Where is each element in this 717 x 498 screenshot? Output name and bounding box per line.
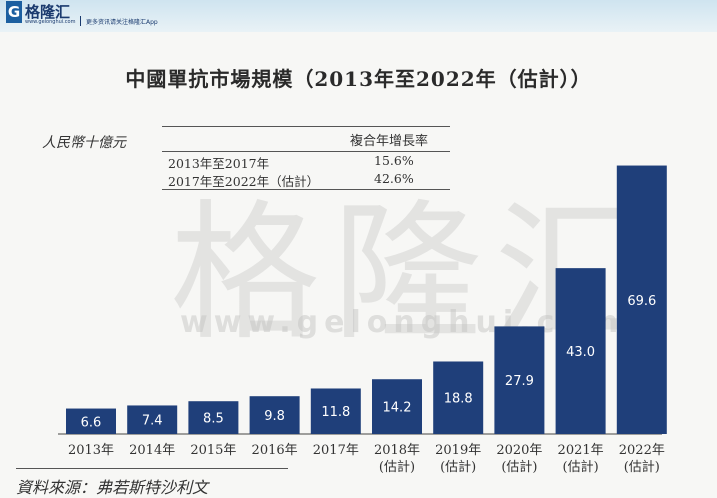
source-rule	[16, 468, 288, 469]
cagr-table-bottom-rule	[162, 189, 450, 190]
bar-value-label: 27.9	[505, 374, 534, 389]
x-tick-label: 2018年	[374, 443, 420, 458]
x-tick-sublabel: (估計)	[440, 459, 476, 475]
source-note: 資料來源：弗若斯特沙利文	[16, 478, 209, 497]
x-tick-label: 2016年	[252, 443, 298, 458]
bar-value-label: 69.6	[627, 294, 656, 309]
bar-value-label: 6.6	[81, 415, 102, 430]
x-tick-label: 2013年	[68, 443, 114, 458]
x-tick-label: 2021年	[558, 443, 604, 458]
bar-value-label: 11.8	[321, 405, 350, 420]
logo-tagline: 更多资讯请关注格隆汇App	[86, 19, 158, 26]
logo-icon: G	[6, 1, 22, 23]
bar	[66, 408, 116, 434]
logo-name: 格隆汇	[25, 3, 71, 21]
bar	[188, 401, 239, 434]
chart-title: 中國單抗市場規模（2013年至2022年（估計））	[125, 67, 592, 91]
bar-chart: 6.6 2013年 7.4 2014年 8.5 2015年 9.8 2016年 11.8 2017…	[58, 165, 667, 475]
cagr-row-value: 42.6%	[374, 171, 414, 186]
x-tick-sublabel: (估計)	[624, 459, 660, 475]
bar	[616, 165, 667, 435]
x-tick-sublabel: (估計)	[563, 459, 599, 475]
cagr-row-value: 15.6%	[374, 153, 414, 168]
x-tick-label: 2015年	[190, 443, 236, 458]
bar	[127, 405, 178, 434]
bar	[555, 268, 606, 434]
cagr-table: 複合年增長率 2013年至2017年 15.6% 2017年至2022年（估計）…	[162, 126, 450, 190]
x-tick-label: 2017年	[313, 443, 359, 458]
cagr-row-label: 2013年至2017年	[168, 156, 270, 171]
bar	[372, 379, 422, 434]
bar	[310, 388, 361, 434]
y-axis-unit: 人民幣十億元	[42, 135, 126, 151]
cagr-table-top-rule	[162, 126, 450, 127]
logo-url: www.gelonghui.com	[25, 19, 76, 25]
x-tick-sublabel: (估計)	[501, 459, 537, 475]
bar	[494, 326, 545, 434]
bar-value-label: 7.4	[142, 414, 163, 429]
bar-value-label: 14.2	[383, 401, 412, 416]
x-tick-label: 2022年	[619, 443, 665, 458]
bar	[249, 396, 300, 434]
x-tick-label: 2014年	[129, 443, 175, 458]
cagr-row-label: 2017年至2022年（估計）	[168, 174, 320, 189]
bar-value-label: 43.0	[566, 345, 595, 360]
bar-value-label: 9.8	[264, 409, 285, 424]
cagr-table-header-rule	[162, 151, 450, 152]
logo-divider	[80, 16, 81, 26]
cagr-header: 複合年增長率	[350, 134, 429, 149]
x-tick-label: 2019年	[435, 443, 481, 458]
bar-value-label: 18.8	[444, 392, 473, 407]
x-tick-label: 2020年	[496, 443, 542, 458]
brand-header: G 格隆汇 www.gelonghui.com 更多资讯请关注格隆汇App	[0, 0, 717, 32]
bar-value-label: 8.5	[203, 412, 224, 427]
x-tick-sublabel: (估計)	[379, 459, 415, 475]
bar	[433, 361, 484, 434]
